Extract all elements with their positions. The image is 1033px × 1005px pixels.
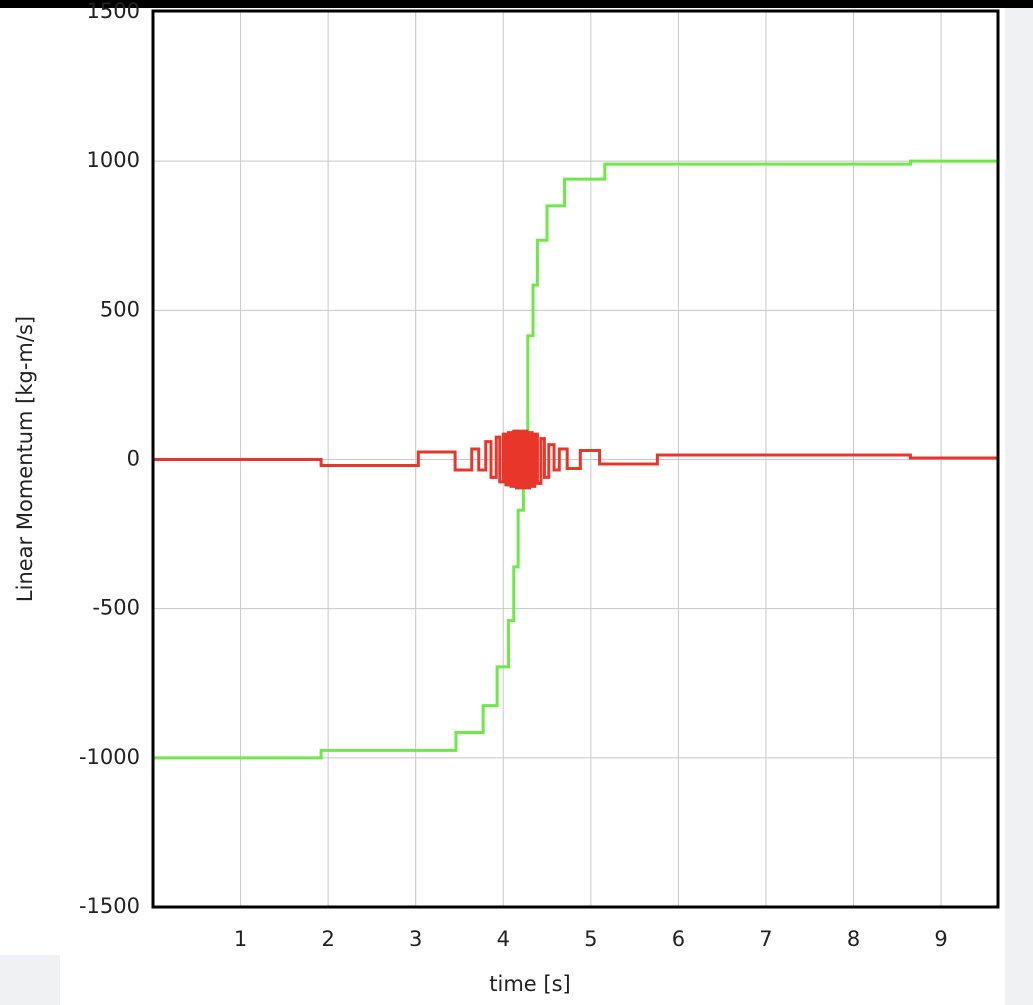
y-tick-label: -1000 [79,745,140,769]
y-tick-label: 0 [127,447,140,471]
y-tick-label: 1500 [87,0,140,23]
y-axis-title: Linear Momentum [kg-m/s] [13,316,37,602]
x-tick-label: 8 [847,927,860,951]
y-tick-label: -500 [92,596,140,620]
tick-labels: -1500 -1000 -500 0 500 1000 1500 1 2 3 4 5 6 7 8 9 [79,0,948,951]
x-tick-label: 2 [321,927,334,951]
x-tick-label: 7 [759,927,772,951]
series-line [153,429,998,490]
top-bar [0,0,1033,8]
y-tick-label: 1000 [87,148,140,172]
x-axis-title: time [s] [489,972,570,996]
x-tick-label: 6 [672,927,685,951]
x-label-panel [60,955,1005,1005]
x-tick-label: 5 [584,927,597,951]
x-tick-label: 4 [497,927,510,951]
plot [153,159,998,760]
x-tick-label: 1 [234,927,247,951]
x-tick-label: 9 [934,927,947,951]
plot-frame [151,9,1000,909]
y-tick-label: 500 [100,297,140,321]
y-tick-label: -1500 [79,894,140,918]
x-tick-label: 3 [409,927,422,951]
